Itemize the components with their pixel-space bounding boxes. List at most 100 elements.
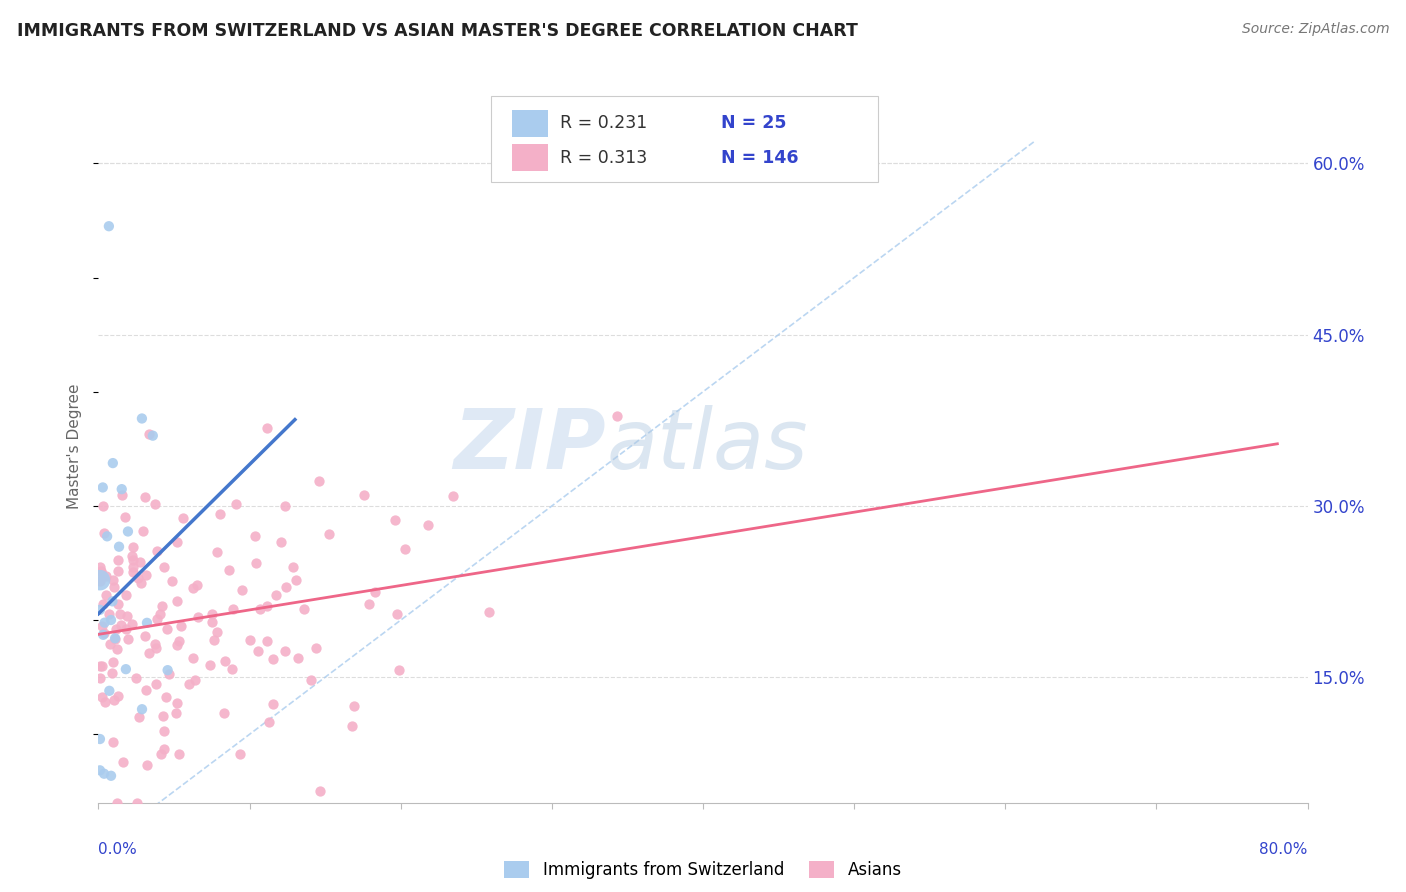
Point xyxy=(150,747,173,762)
Point xyxy=(107,564,129,578)
Point xyxy=(131,702,153,716)
Point xyxy=(101,456,124,470)
Point xyxy=(115,608,138,623)
Point xyxy=(364,585,387,599)
Point xyxy=(121,552,143,566)
Point xyxy=(132,524,155,539)
Point xyxy=(105,641,128,656)
Point xyxy=(138,427,160,442)
Point xyxy=(299,673,322,688)
Point xyxy=(152,560,174,574)
Point xyxy=(98,683,121,698)
Point xyxy=(114,510,136,524)
Point xyxy=(165,706,187,720)
Point xyxy=(256,599,278,614)
FancyBboxPatch shape xyxy=(512,145,548,171)
Point xyxy=(478,605,501,619)
Point xyxy=(107,597,129,611)
Point xyxy=(225,497,247,511)
Point xyxy=(152,709,174,723)
Point xyxy=(264,588,287,602)
Point xyxy=(166,534,188,549)
Point xyxy=(150,599,173,614)
Point xyxy=(384,513,406,527)
Point xyxy=(103,573,125,587)
Point xyxy=(170,619,193,633)
Point xyxy=(441,489,464,503)
Point xyxy=(166,697,188,711)
Point xyxy=(222,602,245,616)
Point xyxy=(89,603,111,617)
Point xyxy=(91,480,114,494)
Point xyxy=(115,622,138,636)
Point xyxy=(111,482,134,496)
Point xyxy=(186,578,208,592)
Point xyxy=(245,556,267,570)
Point xyxy=(145,640,167,655)
Point xyxy=(103,581,125,595)
Point xyxy=(262,697,284,711)
Point xyxy=(90,565,112,579)
Point xyxy=(91,658,114,673)
Point xyxy=(121,549,143,564)
Point xyxy=(108,540,131,554)
Point xyxy=(166,639,188,653)
Point xyxy=(121,617,143,632)
Point xyxy=(257,714,280,729)
Point xyxy=(359,597,381,611)
Point xyxy=(131,411,153,425)
Point xyxy=(177,677,200,691)
FancyBboxPatch shape xyxy=(512,110,548,137)
Point xyxy=(136,615,159,630)
Point xyxy=(208,507,231,521)
Point xyxy=(218,563,240,577)
Point xyxy=(96,569,118,583)
Point xyxy=(111,488,134,502)
Point xyxy=(101,594,124,608)
Point xyxy=(129,576,152,591)
Point xyxy=(246,644,269,658)
Point xyxy=(117,632,139,646)
Point xyxy=(94,588,117,602)
Point xyxy=(90,564,112,578)
Point xyxy=(108,607,131,621)
Point xyxy=(94,695,117,709)
Point xyxy=(97,219,120,234)
Text: IMMIGRANTS FROM SWITZERLAND VS ASIAN MASTER'S DEGREE CORRELATION CHART: IMMIGRANTS FROM SWITZERLAND VS ASIAN MAS… xyxy=(17,22,858,40)
Point xyxy=(308,474,330,488)
Point xyxy=(183,650,205,665)
Point xyxy=(89,764,111,778)
Point xyxy=(104,632,127,646)
Point xyxy=(107,796,129,810)
Legend: Immigrants from Switzerland, Asians: Immigrants from Switzerland, Asians xyxy=(498,854,908,886)
Point xyxy=(93,526,115,541)
Point xyxy=(187,610,209,624)
Point xyxy=(103,734,125,748)
Point xyxy=(156,663,179,677)
Point xyxy=(207,624,229,639)
Text: ZIP: ZIP xyxy=(454,406,606,486)
Point xyxy=(416,518,439,533)
Point xyxy=(221,662,243,676)
Point xyxy=(127,796,149,810)
Point xyxy=(146,612,169,626)
Point xyxy=(107,690,129,704)
Y-axis label: Master's Degree: Master's Degree xyxy=(67,384,83,508)
Point xyxy=(91,597,114,611)
Point xyxy=(342,719,364,733)
Point xyxy=(146,543,169,558)
Point xyxy=(287,650,309,665)
Point xyxy=(96,529,118,543)
Point xyxy=(270,534,292,549)
Point xyxy=(89,574,111,588)
Point xyxy=(91,628,114,642)
Point xyxy=(243,529,266,543)
Text: N = 146: N = 146 xyxy=(721,149,799,167)
Point xyxy=(89,732,111,747)
Point xyxy=(166,594,188,608)
Text: N = 25: N = 25 xyxy=(721,114,786,132)
Point xyxy=(121,540,143,554)
Point xyxy=(160,574,183,588)
Point xyxy=(127,571,149,585)
Point xyxy=(155,690,177,704)
